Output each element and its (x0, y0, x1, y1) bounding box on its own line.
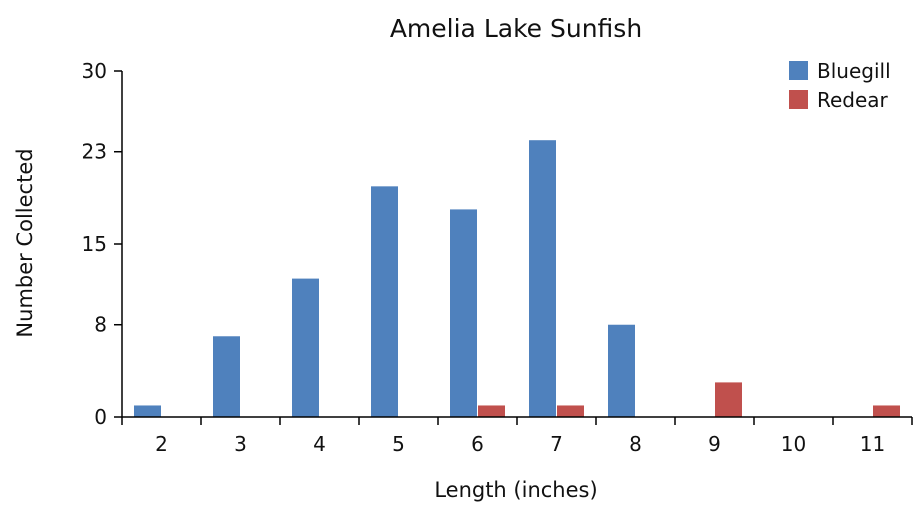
chart-title: Amelia Lake Sunfish (390, 14, 642, 43)
y-tick-label-15: 15 (82, 232, 107, 256)
x-axis-title: Length (inches) (434, 478, 597, 502)
legend-label-redear: Redear (817, 88, 889, 112)
bar-bluegill-7 (529, 140, 556, 417)
legend-label-bluegill: Bluegill (817, 59, 891, 83)
bar-bluegill-6 (450, 209, 477, 417)
legend: Bluegill Redear (789, 59, 891, 112)
x-tick-label-3: 3 (234, 432, 247, 456)
bar-redear-7 (557, 405, 584, 417)
bar-bluegill-3 (213, 336, 240, 417)
bar-redear-11 (873, 405, 900, 417)
x-tick-label-7: 7 (550, 432, 563, 456)
bar-redear-6 (478, 405, 505, 417)
y-tick-label-0: 0 (94, 405, 107, 429)
y-tick-label-30: 30 (82, 59, 107, 83)
x-tick-label-2: 2 (155, 432, 168, 456)
x-tick-label-5: 5 (392, 432, 405, 456)
x-tick-label-9: 9 (708, 432, 721, 456)
bar-bluegill-8 (608, 324, 635, 417)
y-axis-title: Number Collected (13, 148, 37, 337)
y-tick-label-8: 8 (94, 313, 107, 337)
x-tick-label-8: 8 (629, 432, 642, 456)
x-tick-label-4: 4 (313, 432, 326, 456)
bar-redear-9 (715, 382, 742, 417)
bar-bluegill-4 (292, 278, 319, 417)
legend-swatch-bluegill (789, 61, 808, 80)
legend-swatch-redear (789, 90, 808, 109)
bar-bluegill-5 (371, 186, 398, 417)
x-tick-label-6: 6 (471, 432, 484, 456)
bar-bluegill-2 (134, 405, 161, 417)
x-tick-label-10: 10 (781, 432, 806, 456)
y-tick-label-23: 23 (82, 140, 107, 164)
x-tick-label-11: 11 (860, 432, 885, 456)
bars-layer (134, 140, 900, 417)
